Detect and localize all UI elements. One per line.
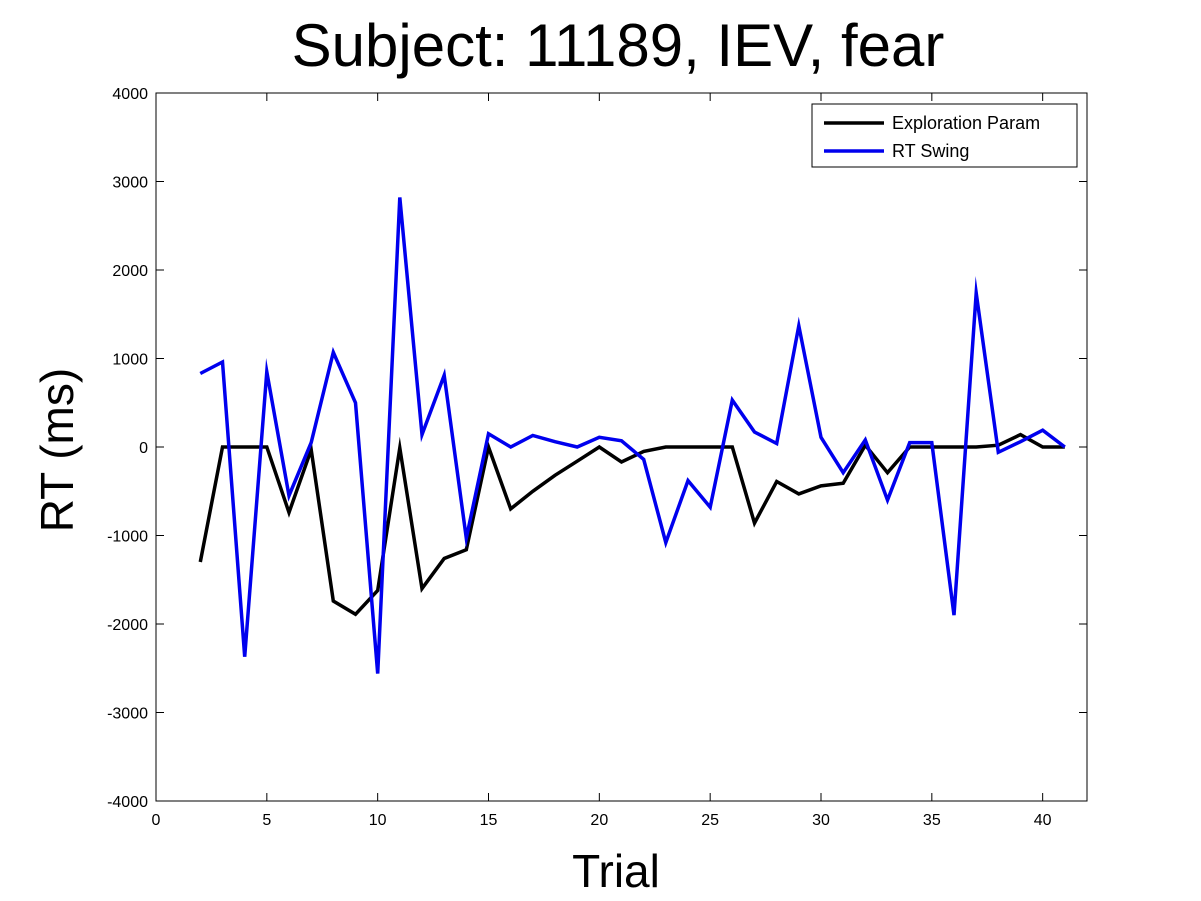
series-lines [198, 197, 1066, 674]
series-line-rt-swing [199, 197, 1066, 674]
y-tick-label: 3000 [112, 175, 148, 192]
x-tick-label: 20 [590, 812, 608, 829]
x-tick-label: 5 [262, 812, 271, 829]
legend-label: RT Swing [892, 141, 969, 161]
y-tick-label: -4000 [107, 794, 148, 811]
x-tick-label: 25 [701, 812, 719, 829]
y-axis-title: RT (ms) [31, 368, 83, 532]
x-tick-label: 30 [812, 812, 830, 829]
chart-title: Subject: 11189, IEV, fear [292, 12, 945, 79]
x-tick-label: 40 [1034, 812, 1052, 829]
y-tick-label: -2000 [107, 617, 148, 634]
series-line-exploration-param [198, 432, 1065, 617]
y-tick-label: 4000 [112, 86, 148, 103]
y-tick-label: -1000 [107, 529, 148, 546]
x-tick-label: 10 [369, 812, 387, 829]
legend: Exploration Param RT Swing [811, 103, 1078, 168]
x-axis-title: Trial [572, 845, 660, 897]
x-tick-label: 35 [923, 812, 941, 829]
y-tick-label: 1000 [112, 352, 148, 369]
x-tick-label: 15 [480, 812, 498, 829]
y-tick-label: -3000 [107, 706, 148, 723]
legend-box [811, 103, 1078, 168]
y-tick-label: 0 [139, 440, 148, 457]
legend-label: Exploration Param [892, 113, 1040, 133]
x-tick-label: 0 [152, 812, 161, 829]
y-tick-label: 2000 [112, 263, 148, 280]
ticks-layer: 0 5 10 15 20 25 30 35 40 -4000 -3000 -2000 -1000 0 100… [107, 86, 1087, 829]
